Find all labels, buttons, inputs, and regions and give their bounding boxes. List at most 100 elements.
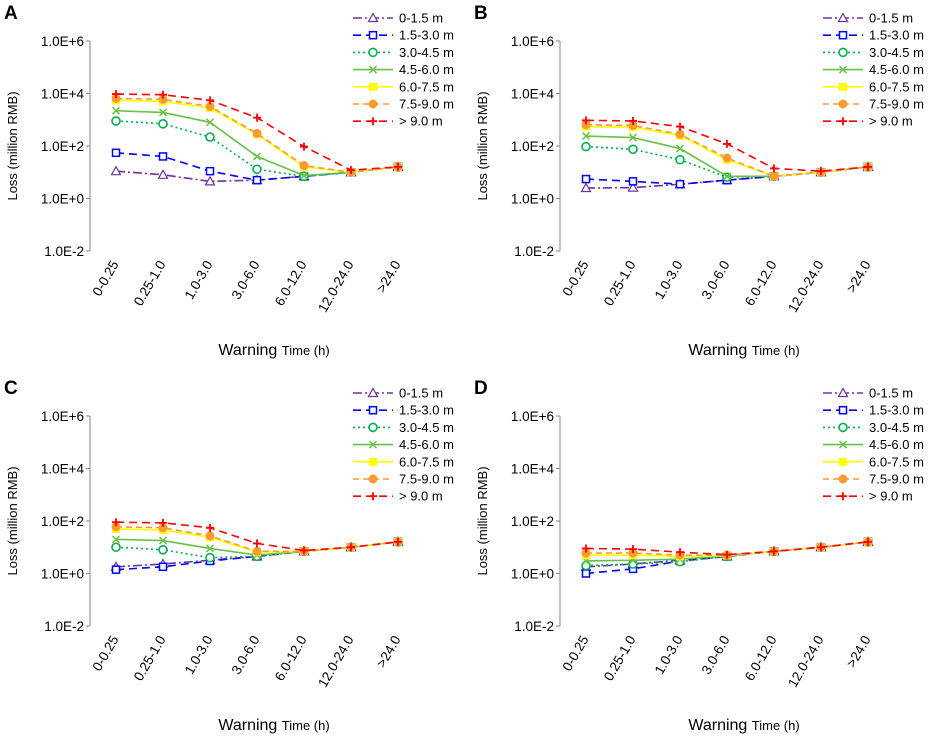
legend-item: 6.0-7.5 m bbox=[823, 454, 924, 469]
legend-label: 3.0-4.5 m bbox=[869, 420, 924, 435]
x-tick-label: 0-0.25 bbox=[559, 633, 591, 674]
x-tick-label: 0.25-1.0 bbox=[601, 258, 639, 308]
legend-label: 4.5-6.0 m bbox=[869, 62, 924, 77]
y-tick-label: 1.0E+4 bbox=[41, 462, 85, 477]
panel-label: A bbox=[4, 3, 18, 24]
chart-svg: B 1.0E-2 1.0E+0 1.0E+2 1.0E+4 1.0E+6 Loss (mil… bbox=[474, 3, 924, 359]
legend-label: 1.5-3.0 m bbox=[399, 28, 454, 43]
data-point bbox=[675, 129, 685, 139]
x-tick-label: >24.0 bbox=[374, 633, 404, 670]
data-point bbox=[206, 96, 214, 105]
x-tick-label: 12.0-24.0 bbox=[315, 258, 357, 315]
legend-label: 6.0-7.5 m bbox=[869, 79, 924, 94]
x-tick-label: 6.0-12.0 bbox=[272, 258, 310, 308]
series-line bbox=[585, 123, 869, 178]
legend-marker bbox=[839, 492, 847, 501]
data-point bbox=[253, 113, 261, 122]
panel-label: B bbox=[474, 3, 488, 24]
legend-item: 3.0-4.5 m bbox=[353, 45, 454, 60]
legend-item: 4.5-6.0 m bbox=[353, 62, 454, 77]
data-point bbox=[112, 90, 120, 99]
legend-marker bbox=[368, 474, 378, 484]
x-tick-label: 0.25-1.0 bbox=[601, 633, 639, 683]
data-point bbox=[675, 154, 685, 165]
x-tick-label: 6.0-12.0 bbox=[272, 633, 310, 683]
data-point bbox=[111, 535, 121, 544]
legend-item: 7.5-9.0 m bbox=[353, 472, 454, 487]
legend-marker bbox=[369, 82, 377, 91]
legend-label: > 9.0 m bbox=[869, 114, 913, 129]
legend-marker bbox=[369, 117, 377, 126]
legend-label: 1.5-3.0 m bbox=[399, 403, 454, 418]
x-axis-label-unit: Time (h) bbox=[752, 718, 800, 733]
x-tick-label: 0.25-1.0 bbox=[131, 258, 169, 308]
y-tick-label: 1.0E+6 bbox=[41, 34, 84, 49]
y-tick-label: 1.0E+0 bbox=[41, 192, 84, 207]
data-point bbox=[817, 167, 825, 176]
data-point bbox=[300, 142, 308, 151]
y-tick-label: 1.0E-2 bbox=[514, 619, 554, 634]
legend-marker bbox=[837, 12, 849, 23]
legend-label: 7.5-9.0 m bbox=[399, 472, 454, 487]
data-point bbox=[159, 518, 167, 527]
legend: 0-1.5 m 1.5-3.0 m 3.0-4.5 m 4.5-6.0 m 6.0-7.… bbox=[353, 11, 454, 129]
y-tick-label: 1.0E-2 bbox=[44, 244, 84, 259]
x-tick-label: >24.0 bbox=[844, 633, 874, 670]
legend-label: 6.0-7.5 m bbox=[399, 454, 454, 469]
data-point bbox=[111, 148, 121, 158]
data-point bbox=[628, 177, 638, 186]
legend-marker bbox=[838, 30, 848, 40]
data-point bbox=[582, 116, 590, 125]
x-axis-label: Warning Time (h) bbox=[218, 717, 329, 734]
legend-marker bbox=[368, 47, 378, 58]
legend-marker bbox=[369, 492, 377, 501]
legend-marker bbox=[837, 387, 849, 398]
data-point bbox=[581, 569, 591, 578]
data-point bbox=[204, 175, 216, 186]
data-point bbox=[252, 152, 262, 161]
data-point bbox=[111, 116, 121, 126]
legend-label: 0-1.5 m bbox=[869, 386, 913, 401]
legend-marker bbox=[838, 65, 848, 74]
legend-item: 6.0-7.5 m bbox=[353, 79, 454, 94]
data-point bbox=[722, 153, 732, 163]
data-point bbox=[205, 118, 215, 127]
legend-item: 3.0-4.5 m bbox=[823, 45, 924, 60]
data-point bbox=[347, 543, 355, 552]
data-point bbox=[158, 119, 168, 129]
x-axis-label: Warning Time (h) bbox=[688, 717, 799, 734]
y-tick-label: 1.0E-2 bbox=[514, 244, 554, 259]
data-point bbox=[252, 175, 262, 185]
data-point bbox=[627, 181, 639, 192]
data-point bbox=[111, 565, 121, 574]
chart-panel-b: B 1.0E-2 1.0E+0 1.0E+2 1.0E+4 1.0E+6 Loss (mil… bbox=[470, 0, 940, 375]
data-point bbox=[864, 162, 872, 171]
data-point bbox=[253, 539, 261, 548]
chart-svg: C 1.0E-2 1.0E+0 1.0E+2 1.0E+4 1.0E+6 Loss (mil… bbox=[4, 378, 454, 734]
legend-marker bbox=[367, 12, 379, 23]
data-point bbox=[300, 546, 308, 555]
data-point bbox=[581, 174, 591, 184]
legend-item: 7.5-9.0 m bbox=[823, 97, 924, 112]
legend-item: 1.5-3.0 m bbox=[353, 28, 454, 43]
legend-label: 4.5-6.0 m bbox=[399, 437, 454, 452]
legend-marker bbox=[838, 47, 848, 58]
y-tick-label: 1.0E+0 bbox=[511, 192, 554, 207]
data-point bbox=[111, 106, 121, 115]
legend-item: > 9.0 m bbox=[823, 489, 913, 504]
data-point bbox=[629, 116, 637, 125]
legend-label: 0-1.5 m bbox=[399, 386, 443, 401]
legend-label: 3.0-4.5 m bbox=[399, 420, 454, 435]
legend-item: > 9.0 m bbox=[353, 489, 443, 504]
x-tick-label: 1.0-3.0 bbox=[182, 258, 216, 302]
y-tick-label: 1.0E+6 bbox=[511, 34, 554, 49]
data-point bbox=[110, 165, 122, 176]
data-point bbox=[252, 164, 262, 175]
y-tick-label: 1.0E+2 bbox=[511, 139, 554, 154]
chart-panel-c: C 1.0E-2 1.0E+0 1.0E+2 1.0E+4 1.0E+6 Loss (mil… bbox=[0, 375, 470, 750]
legend-item: 3.0-4.5 m bbox=[823, 420, 924, 435]
legend-item: 0-1.5 m bbox=[823, 11, 913, 26]
legend-item: 1.5-3.0 m bbox=[823, 403, 924, 418]
x-axis-label-main: Warning bbox=[218, 342, 281, 359]
